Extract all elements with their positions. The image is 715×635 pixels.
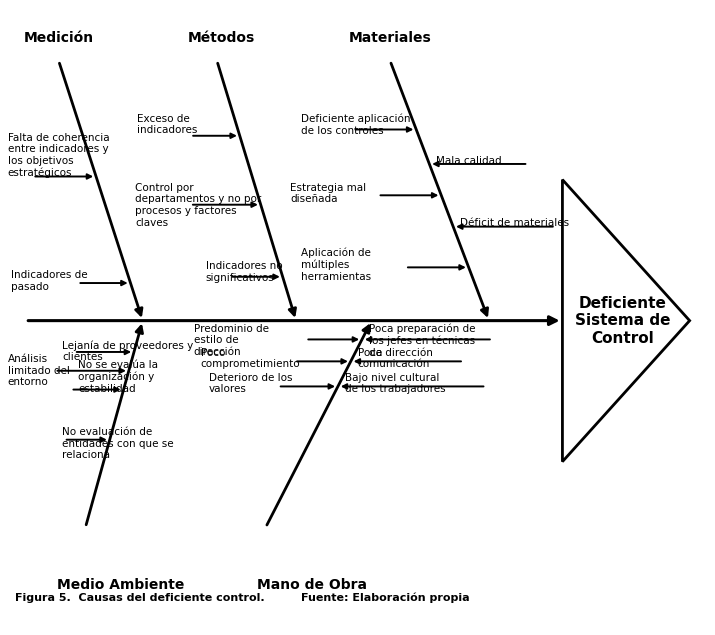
Text: Medio Ambiente: Medio Ambiente — [57, 578, 184, 592]
Text: Bajo nivel cultural
de los trabajadores: Bajo nivel cultural de los trabajadores — [345, 373, 445, 394]
Text: Estrategia mal
diseñada: Estrategia mal diseñada — [290, 183, 367, 204]
Text: Aplicación de
múltiples
herramientas: Aplicación de múltiples herramientas — [301, 247, 371, 281]
Text: Deficiente
Sistema de
Control: Deficiente Sistema de Control — [575, 296, 670, 345]
Text: Indicadores no
significativos: Indicadores no significativos — [206, 261, 282, 283]
Text: Falta de coherencia
entre indicadores y
los objetivos
estratégicos: Falta de coherencia entre indicadores y … — [8, 133, 109, 178]
Text: Métodos: Métodos — [188, 31, 255, 45]
Text: Análisis
limitado del
entorno: Análisis limitado del entorno — [8, 354, 69, 387]
Text: Poca preparación de
los jefes en técnicas
de dirección: Poca preparación de los jefes en técnica… — [369, 324, 475, 358]
Text: No evaluación de
entidades con que se
relaciona: No evaluación de entidades con que se re… — [62, 427, 174, 460]
Text: Deterioro de los
valores: Deterioro de los valores — [209, 373, 292, 394]
Text: Control por
departamentos y no por
procesos y factores
claves: Control por departamentos y no por proce… — [135, 183, 261, 227]
Text: Fuente: Elaboración propia: Fuente: Elaboración propia — [301, 592, 470, 603]
Text: Mano de Obra: Mano de Obra — [257, 578, 367, 592]
Text: Indicadores de
pasado: Indicadores de pasado — [11, 271, 88, 292]
Text: Materiales: Materiales — [349, 31, 431, 45]
Text: Deficiente aplicación
de los controles: Deficiente aplicación de los controles — [301, 114, 410, 136]
Text: Mala calidad: Mala calidad — [436, 156, 502, 166]
Text: Déficit de materiales: Déficit de materiales — [460, 218, 569, 229]
Text: Medición: Medición — [24, 31, 94, 45]
Text: Lejanía de proveedores y
clientes: Lejanía de proveedores y clientes — [62, 340, 193, 362]
Text: Exceso de
indicadores: Exceso de indicadores — [137, 114, 197, 135]
Text: Poco
comprometimiento: Poco comprometimiento — [201, 347, 300, 369]
Text: Poca
comunicación: Poca comunicación — [358, 347, 430, 369]
Text: Figura 5.  Causas del deficiente control.: Figura 5. Causas del deficiente control. — [15, 592, 265, 603]
Text: No se evalúa la
organización y
estabilidad: No se evalúa la organización y estabilid… — [79, 360, 158, 394]
Text: Predominio de
estilo de
dirección: Predominio de estilo de dirección — [194, 324, 269, 357]
